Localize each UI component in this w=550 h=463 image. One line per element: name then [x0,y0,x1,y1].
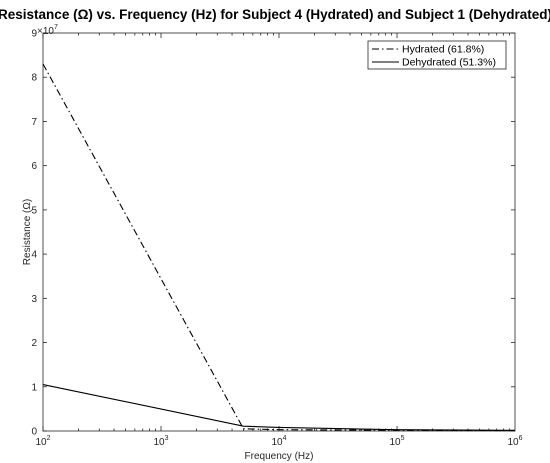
y-tick-label: 9 [31,29,37,40]
legend: Hydrated (61.8%)Dehydrated (51.3%) [367,40,507,70]
y-tick-label: 0 [31,427,37,438]
legend-label: Dehydrated (51.3%) [402,57,496,69]
y-axis-multiplier-exponent: 7 [54,24,58,31]
y-axis-label: Resistance (Ω) [22,199,33,265]
x-tick-label-exponent: 2 [47,435,51,442]
x-tick-label: 102 [35,435,50,448]
y-tick-label: 4 [31,250,37,261]
x-tick-label-exponent: 3 [165,435,169,442]
y-tick-label: 7 [31,117,37,128]
x-tick-label-exponent: 4 [283,435,287,442]
y-axis-multiplier: ×107 [37,24,58,37]
x-tick-label-base: 10 [389,437,401,448]
legend-items: Hydrated (61.8%)Dehydrated (51.3%) [372,44,496,69]
x-tick-label-exponent: 5 [401,435,405,442]
x-tick-label-exponent: 6 [519,435,523,442]
legend-label: Hydrated (61.8%) [402,44,484,56]
x-tick-label: 106 [507,435,522,448]
series-line-2 [42,384,516,431]
y-tick-label: 5 [31,205,37,216]
y-tick-label: 1 [31,382,37,393]
x-tick-label-base: 10 [271,437,283,448]
chart-title: Resistance (Ω) vs. Frequency (Hz) for Su… [0,7,550,22]
x-tick-label-base: 10 [35,437,47,448]
x-axis-label: Frequency (Hz) [245,451,314,462]
x-axis: 102 103 104 105 106 [35,33,523,448]
y-axis: 0 1 2 3 4 5 6 7 8 9 [31,29,515,438]
x-tick-label: 104 [271,435,286,448]
x-tick-label-base: 10 [507,437,519,448]
y-tick-label: 8 [31,73,37,84]
plot-area [42,32,516,432]
series-layer [42,63,516,432]
x-tick-label-base: 10 [153,437,165,448]
legend-box [367,40,507,70]
y-tick-label: 2 [31,338,37,349]
x-tick-label: 103 [153,435,168,448]
x-tick-label: 105 [389,435,404,448]
y-tick-label: 6 [31,161,37,172]
y-tick-label: 3 [31,294,37,305]
